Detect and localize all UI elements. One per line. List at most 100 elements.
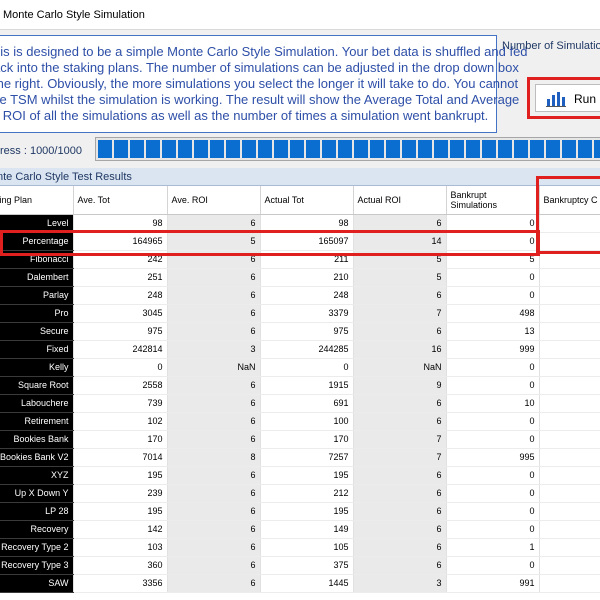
cell-actual-tot: 1445 — [260, 574, 354, 593]
table-row[interactable]: Dalembert 251 6 210 5 0 — [0, 268, 600, 287]
cell-actual-tot: 7257 — [260, 448, 354, 467]
cell-ave-roi: 6 — [167, 520, 261, 539]
progress-segment — [306, 140, 320, 158]
cell-actual-tot: 691 — [260, 394, 354, 413]
cell-actual-roi: 14 — [353, 232, 447, 251]
cell-bankruptcy-pct — [539, 412, 600, 431]
cell-actual-roi: 6 — [353, 484, 447, 503]
table-row[interactable]: Parlay 248 6 248 6 0 — [0, 286, 600, 305]
col-header-ave-roi[interactable]: Ave. ROI — [167, 186, 261, 215]
cell-ave-tot: 975 — [73, 322, 168, 341]
table-row[interactable]: SAW 3356 6 1445 3 991 — [0, 574, 600, 593]
cell-actual-roi: 6 — [353, 214, 447, 233]
table-row[interactable]: LP 28 195 6 195 6 0 — [0, 502, 600, 521]
cell-bankrupt: 0 — [446, 430, 540, 449]
col-header-ave-tot[interactable]: Ave. Tot — [73, 186, 168, 215]
cell-bankrupt: 1 — [446, 538, 540, 557]
cell-bankrupt: 0 — [446, 412, 540, 431]
table-row[interactable]: Bookies Bank 170 6 170 7 0 — [0, 430, 600, 449]
cell-bankruptcy-pct — [539, 538, 600, 557]
num-simulations-label: Number of Simulatio — [502, 40, 600, 52]
title-bar: Monte Carlo Style Simulation — [0, 0, 600, 30]
cell-ave-tot: 98 — [73, 214, 168, 233]
table-row[interactable]: Retirement 102 6 100 6 0 — [0, 412, 600, 431]
progress-segment — [258, 140, 272, 158]
progress-segment — [338, 140, 352, 158]
cell-plan: Fibonacci — [0, 250, 74, 269]
cell-bankruptcy-pct — [539, 430, 600, 449]
progress-segment — [386, 140, 400, 158]
table-row[interactable]: Fibonacci 242 6 211 5 5 — [0, 250, 600, 269]
cell-actual-roi: 5 — [353, 268, 447, 287]
progress-segment — [290, 140, 304, 158]
table-row[interactable]: Fixed 242814 3 244285 16 999 — [0, 340, 600, 359]
col-header-actual-tot[interactable]: Actual Tot — [260, 186, 354, 215]
cell-plan: Labouchere — [0, 394, 74, 413]
run-button[interactable]: Run M — [535, 84, 600, 112]
cell-ave-roi: 6 — [167, 268, 261, 287]
table-row[interactable]: Recovery 142 6 149 6 0 — [0, 520, 600, 539]
progress-segment — [434, 140, 448, 158]
cell-actual-tot: 211 — [260, 250, 354, 269]
cell-ave-roi: 8 — [167, 448, 261, 467]
table-row[interactable]: Labouchere 739 6 691 6 10 — [0, 394, 600, 413]
cell-bankrupt: 999 — [446, 340, 540, 359]
col-header-actual-roi[interactable]: Actual ROI — [353, 186, 447, 215]
cell-actual-tot: 1915 — [260, 376, 354, 395]
cell-actual-tot: 0 — [260, 358, 354, 377]
cell-bankrupt: 13 — [446, 322, 540, 341]
cell-ave-tot: 360 — [73, 556, 168, 575]
window-title: Monte Carlo Style Simulation — [3, 9, 145, 21]
table-row[interactable]: Percentage 164965 5 165097 14 0 — [0, 232, 600, 251]
results-grid[interactable]: king Plan Ave. Tot Ave. ROI Actual Tot A… — [0, 186, 600, 600]
cell-actual-tot: 248 — [260, 286, 354, 305]
description-box: his is designed to be a simple Monte Car… — [0, 35, 528, 133]
cell-actual-roi: NaN — [353, 358, 447, 377]
table-row[interactable]: Square Root 2558 6 1915 9 0 — [0, 376, 600, 395]
progress-segment — [194, 140, 208, 158]
progress-segment — [546, 140, 560, 158]
col-header-plan[interactable]: king Plan — [0, 186, 74, 215]
table-row[interactable]: Pro 3045 6 3379 7 498 — [0, 304, 600, 323]
table-row[interactable]: Recovery Type 3 360 6 375 6 0 — [0, 556, 600, 575]
cell-ave-roi: 6 — [167, 502, 261, 521]
cell-actual-tot: 98 — [260, 214, 354, 233]
cell-plan: Recovery Type 3 — [0, 556, 74, 575]
cell-actual-roi: 6 — [353, 520, 447, 539]
table-row[interactable]: Secure 975 6 975 6 13 — [0, 322, 600, 341]
cell-actual-roi: 6 — [353, 466, 447, 485]
cell-actual-roi: 6 — [353, 538, 447, 557]
table-row[interactable]: XYZ 195 6 195 6 0 — [0, 466, 600, 485]
cell-bankruptcy-pct — [539, 556, 600, 575]
cell-ave-roi: 6 — [167, 286, 261, 305]
cell-plan: Percentage — [0, 232, 74, 251]
cell-bankruptcy-pct — [539, 520, 600, 539]
cell-bankruptcy-pct — [539, 394, 600, 413]
table-row[interactable]: Recovery Type 2 103 6 105 6 1 — [0, 538, 600, 557]
col-header-bankrupt[interactable]: Bankrupt Simulations — [446, 186, 540, 215]
cell-actual-roi: 6 — [353, 412, 447, 431]
table-row[interactable]: Up X Down Y 239 6 212 6 0 — [0, 484, 600, 503]
cell-actual-roi: 6 — [353, 286, 447, 305]
cell-ave-roi: 5 — [167, 232, 261, 251]
cell-plan: Retirement — [0, 412, 74, 431]
table-row[interactable]: Bookies Bank V2 7014 8 7257 7 995 — [0, 448, 600, 467]
cell-actual-tot: 195 — [260, 466, 354, 485]
progress-label: ress : 1000/1000 — [0, 145, 82, 157]
cell-bankruptcy-pct — [539, 484, 600, 503]
cell-bankruptcy-pct — [539, 268, 600, 287]
cell-ave-tot: 170 — [73, 430, 168, 449]
progress-segment — [370, 140, 384, 158]
cell-actual-roi: 6 — [353, 394, 447, 413]
table-row[interactable]: Level 98 6 98 6 0 — [0, 214, 600, 233]
cell-actual-roi: 6 — [353, 322, 447, 341]
cell-bankrupt: 0 — [446, 466, 540, 485]
col-header-bankruptcy-pct[interactable]: Bankruptcy C % — [539, 186, 600, 215]
cell-actual-tot: 165097 — [260, 232, 354, 251]
cell-actual-roi: 6 — [353, 556, 447, 575]
table-row[interactable]: Kelly 0 NaN 0 NaN 0 — [0, 358, 600, 377]
cell-actual-tot: 149 — [260, 520, 354, 539]
cell-plan: Fixed — [0, 340, 74, 359]
progress-segment — [450, 140, 464, 158]
cell-actual-tot: 244285 — [260, 340, 354, 359]
